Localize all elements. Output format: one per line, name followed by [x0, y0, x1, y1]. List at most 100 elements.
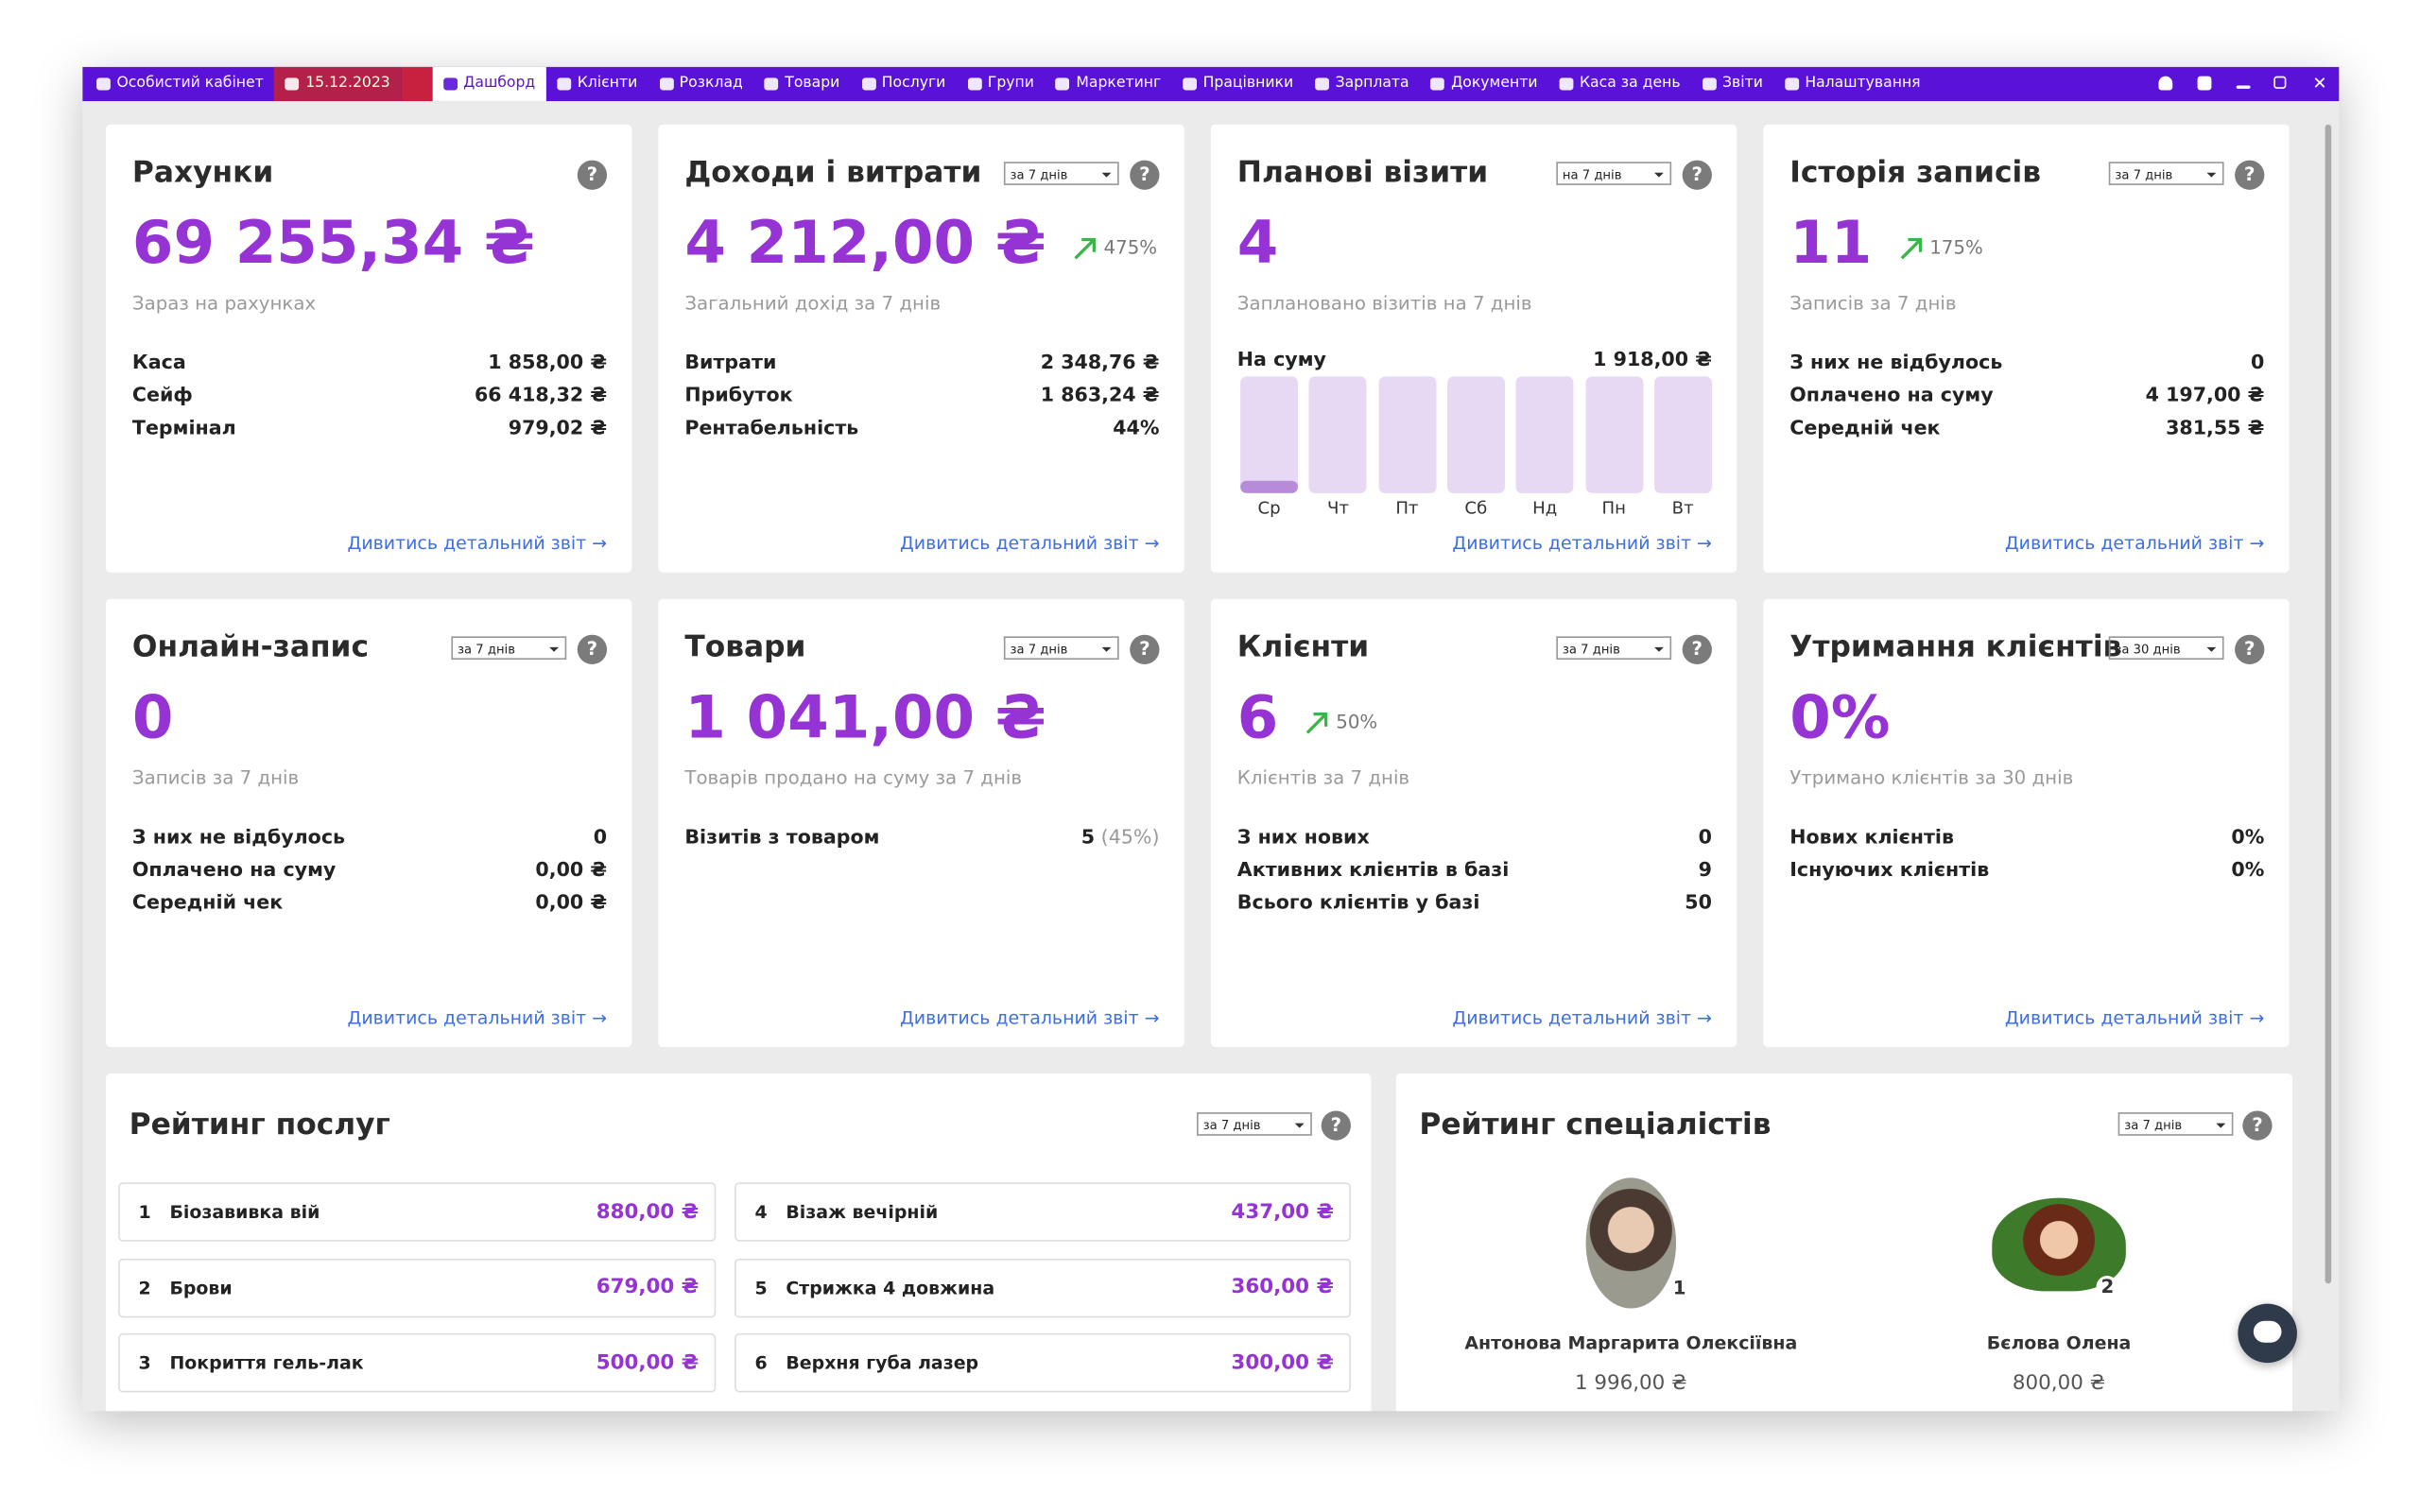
report-link[interactable]: Дивитись детальний звіт →	[2004, 532, 2265, 555]
period-select[interactable]: за 7 днів	[1003, 636, 1119, 661]
stat-row: Активних клієнтів в базі 9	[1237, 852, 1712, 885]
row-value: 0%	[2231, 820, 2264, 853]
scrollbar[interactable]	[2325, 124, 2332, 1284]
nav-icon	[1559, 77, 1574, 91]
period-select[interactable]: за 7 днів	[1003, 162, 1119, 185]
stat-rows: З них нових 0 Активних клієнтів в базі 9 Всь…	[1237, 820, 1712, 919]
nav-item[interactable]: Клієнти	[546, 67, 648, 101]
nav-item[interactable]: 15.12.2023	[274, 66, 402, 102]
change: 475%	[1071, 233, 1157, 262]
period-select[interactable]: за 7 днів	[2118, 1112, 2234, 1136]
help-button[interactable]: ?	[2242, 1110, 2273, 1141]
card-subtitle: Загальний дохід за 7 днів	[684, 292, 942, 315]
stat-card: Онлайн-запис за 7 днів? 0 Записів за 7 днів…	[105, 598, 632, 1047]
stat-rows: Нових клієнтів 0% Існуючих клієнтів 0%	[1789, 820, 2264, 885]
main-value: 0%	[1789, 682, 1891, 752]
row-value: 979,02 ₴	[509, 411, 607, 444]
stat-card: Утримання клієнтів за 30 днів? 0% Утримано …	[1763, 598, 2290, 1047]
period-select[interactable]: за 7 днів	[2108, 162, 2224, 185]
help-button[interactable]: ?	[1682, 160, 1712, 190]
card-subtitle: Утримано клієнтів за 30 днів	[1789, 766, 2074, 789]
nav-icon	[285, 77, 300, 91]
bell-icon[interactable]	[2158, 76, 2173, 91]
avatar	[1585, 1177, 1677, 1309]
period-select[interactable]: за 7 днів	[1556, 636, 1672, 661]
nav-item[interactable]: Документи	[1420, 67, 1548, 101]
help-button[interactable]: ?	[2235, 634, 2265, 664]
nav-item[interactable]: Каса за день	[1548, 67, 1691, 101]
row-value: 66 418,32 ₴	[475, 378, 607, 411]
row-number: 66 418,32 ₴	[474, 382, 608, 406]
nav-item[interactable]: Працівники	[1172, 67, 1305, 101]
nav-item[interactable]: Розклад	[648, 67, 754, 101]
restore-button[interactable]	[2273, 76, 2287, 89]
row-number: 1 918,00 ₴	[1593, 347, 1712, 370]
help-button[interactable]: ?	[2235, 160, 2265, 190]
nav-item[interactable]: Дашборд	[432, 66, 546, 102]
stat-row: Каса 1 858,00 ₴	[132, 345, 607, 378]
close-button[interactable]: ✕	[2312, 73, 2327, 94]
nav-item[interactable]: Налаштування	[1773, 67, 1931, 101]
period-select[interactable]: за 30 днів	[2108, 636, 2224, 661]
help-button[interactable]: ?	[1130, 160, 1160, 190]
nav-item[interactable]: Послуги	[851, 67, 957, 101]
help-button[interactable]: ?	[577, 634, 608, 664]
nav-icon	[96, 77, 111, 91]
change-value: 50%	[1336, 711, 1378, 733]
main-value: 0	[131, 682, 174, 752]
card-title: Онлайн-запис	[131, 629, 370, 664]
report-link[interactable]: Дивитись детальний звіт →	[1452, 1006, 1712, 1029]
row-value: 0	[594, 820, 607, 853]
nav-icon	[1055, 77, 1070, 91]
nav-item[interactable]: Особистий кабінет	[86, 67, 275, 101]
stat-card: Історія записів за 7 днів? 11 175% Записів з…	[1763, 124, 2290, 573]
lock-icon[interactable]	[2197, 76, 2212, 91]
help-button[interactable]: ?	[577, 160, 608, 190]
row-label: Термінал	[131, 415, 236, 439]
stat-row: З них не відбулось 0	[132, 820, 607, 853]
card-subtitle: Клієнтів за 7 днів	[1236, 766, 1410, 789]
period-select[interactable]: за 7 днів	[1197, 1112, 1312, 1136]
report-link[interactable]: Дивитись детальний звіт →	[2004, 1006, 2265, 1029]
nav-item[interactable]: Групи	[957, 67, 1046, 101]
row-number: 0	[2251, 350, 2265, 374]
stat-row: Оплачено на суму 0,00 ₴	[132, 852, 607, 885]
nav-icon	[967, 77, 982, 91]
chat-button[interactable]	[2238, 1303, 2297, 1364]
change-value: 475%	[1103, 236, 1158, 259]
minimize-button[interactable]	[2236, 85, 2251, 89]
nav-label: Працівники	[1202, 75, 1294, 93]
row-value: 0	[2251, 345, 2264, 378]
period-select[interactable]: за 7 днів	[451, 636, 567, 661]
service-item: 3 Покриття гель-лак 500,00 ₴	[118, 1332, 717, 1393]
nav-label: Налаштування	[1805, 75, 1921, 93]
report-link[interactable]: Дивитись детальний звіт →	[347, 532, 608, 555]
service-rank: 6	[754, 1351, 768, 1374]
nav-item[interactable]: Звіти	[1691, 67, 1773, 101]
nav-item[interactable]: Маркетинг	[1045, 67, 1171, 101]
report-link[interactable]: Дивитись детальний звіт →	[899, 532, 1160, 555]
nav-icon	[1784, 77, 1799, 91]
help-button[interactable]: ?	[1682, 634, 1712, 664]
report-link[interactable]: Дивитись детальний звіт →	[899, 1006, 1160, 1029]
report-link[interactable]: Дивитись детальний звіт →	[1452, 532, 1712, 555]
service-item: 5 Стрижка 4 довжина 360,00 ₴	[735, 1258, 1351, 1317]
help-button[interactable]: ?	[1321, 1110, 1351, 1141]
card-subtitle: Записів за 7 днів	[131, 766, 300, 789]
alert-icon[interactable]	[401, 66, 433, 102]
nav-item[interactable]: Зарплата	[1305, 67, 1420, 101]
trend-up-icon	[1074, 237, 1097, 260]
stat-row: Візитів з товаром 5 (45%)	[684, 820, 1159, 853]
nav-label: Розклад	[679, 75, 743, 93]
period-select[interactable]: на 7 днів	[1556, 162, 1672, 185]
stat-rows: На суму 1 918,00 ₴	[1237, 342, 1712, 375]
row-value: 2 348,76 ₴	[1041, 345, 1160, 378]
nav-item[interactable]: Товари	[753, 67, 850, 101]
row-number: 979,02 ₴	[508, 415, 608, 439]
help-button[interactable]: ?	[1130, 634, 1160, 664]
service-name: Брови	[169, 1276, 233, 1298]
service-rank: 3	[138, 1351, 151, 1374]
stat-rows: Візитів з товаром 5 (45%)	[684, 820, 1159, 853]
report-link[interactable]: Дивитись детальний звіт →	[347, 1006, 608, 1029]
